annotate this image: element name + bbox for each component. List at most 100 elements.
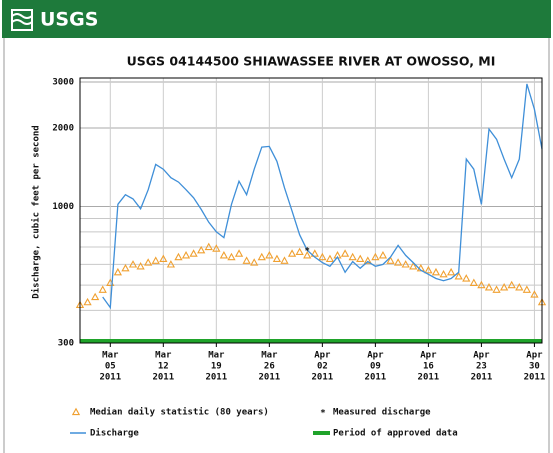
median-marker <box>91 292 100 301</box>
logo-waves <box>11 13 33 25</box>
x-tick-label: 12 <box>158 362 169 372</box>
median-marker <box>371 252 380 261</box>
x-tick-label: 16 <box>423 362 434 372</box>
median-marker <box>181 251 191 259</box>
y-axis-label: Discharge, cubic feet per second <box>31 125 42 298</box>
x-tick-label: 2011 <box>365 373 387 383</box>
median-marker <box>189 249 198 257</box>
median-marker <box>121 263 130 272</box>
median-marker <box>295 247 304 256</box>
median-marker <box>287 249 297 257</box>
legend-label: Measured discharge <box>333 407 431 418</box>
median-marker <box>257 252 266 261</box>
median-marker <box>234 249 244 257</box>
median-marker <box>318 252 327 261</box>
x-tick-label: 2011 <box>259 373 281 383</box>
median-marker <box>272 254 282 263</box>
x-tick-label: 26 <box>264 362 275 372</box>
chart-title: USGS 04144500 SHIAWASSEE RIVER AT OWOSSO… <box>127 54 496 69</box>
x-tick-label: 19 <box>211 362 222 372</box>
y-tick-label: 2000 <box>52 123 74 133</box>
median-marker <box>522 285 531 293</box>
median-marker <box>174 252 183 261</box>
median-marker <box>310 249 319 257</box>
median-marker <box>356 254 365 263</box>
median-marker <box>113 267 123 276</box>
median-marker <box>303 251 312 259</box>
median-marker <box>98 285 107 293</box>
median-marker <box>136 262 145 270</box>
median-marker <box>83 297 92 306</box>
median-marker <box>280 256 289 264</box>
x-tick-label: 09 <box>370 362 381 372</box>
x-tick-label: Apr <box>420 351 437 361</box>
median-marker <box>166 260 176 268</box>
x-tick-label: 05 <box>105 362 116 372</box>
median-marker <box>409 262 418 270</box>
x-tick-label: 23 <box>476 362 487 372</box>
x-tick-label: 2011 <box>152 373 174 383</box>
median-marker <box>348 252 357 261</box>
y-tick-label: 3000 <box>52 78 74 88</box>
median-marker <box>393 258 403 266</box>
x-tick-label: Mar <box>261 351 278 361</box>
median-marker <box>151 256 160 264</box>
discharge-line <box>102 83 543 310</box>
median-marker <box>431 267 441 276</box>
median-marker <box>325 254 335 263</box>
x-tick-label: 2011 <box>99 373 121 383</box>
median-marker <box>265 251 274 259</box>
logo: USGS <box>40 9 98 31</box>
median-marker <box>454 272 463 280</box>
y-tick-label: 300 <box>58 339 74 349</box>
median-marker <box>378 251 388 259</box>
x-tick-label: 2011 <box>312 373 334 383</box>
legend-label: Period of approved data <box>333 428 458 439</box>
median-marker <box>439 269 448 278</box>
median-marker <box>386 256 395 264</box>
legend-marker: * <box>320 409 325 419</box>
x-tick-label: 2011 <box>524 373 546 383</box>
median-marker <box>424 265 433 274</box>
legend-marker <box>71 407 81 416</box>
median-marker <box>144 258 153 266</box>
median-marker <box>469 278 478 286</box>
logo-icon <box>11 9 33 31</box>
legend-label: Discharge <box>90 428 139 439</box>
x-tick-label: 2011 <box>418 373 440 383</box>
median-marker <box>242 256 251 264</box>
x-tick-label: Mar <box>155 351 172 361</box>
median-marker <box>515 283 524 291</box>
x-tick-label: 2011 <box>471 373 493 383</box>
x-tick-label: 02 <box>317 362 328 372</box>
median-marker <box>250 258 259 266</box>
median-marker <box>499 283 509 291</box>
x-tick-label: Mar <box>208 351 225 361</box>
x-tick-label: 2011 <box>205 373 227 383</box>
x-tick-label: Mar <box>102 351 119 361</box>
median-marker <box>204 242 213 251</box>
median-marker <box>159 254 168 263</box>
x-tick-label: Apr <box>367 351 384 361</box>
median-marker <box>484 283 494 291</box>
median-marker <box>492 285 501 293</box>
median-marker <box>446 267 456 276</box>
x-tick-label: Apr <box>526 351 543 361</box>
legend-label: Median daily statistic (80 years) <box>90 407 269 418</box>
median-marker <box>128 260 138 268</box>
median-marker <box>363 256 372 264</box>
x-tick-label: 30 <box>529 362 540 372</box>
header-bar <box>2 0 551 38</box>
measured-marker: * <box>305 247 310 257</box>
median-marker <box>462 274 471 282</box>
median-marker <box>477 280 486 289</box>
median-marker <box>219 251 229 259</box>
x-tick-label: Apr <box>314 351 331 361</box>
median-marker <box>507 280 516 289</box>
median-marker <box>340 249 350 257</box>
median-marker <box>401 260 410 268</box>
median-marker <box>227 252 236 261</box>
x-tick-label: Apr <box>473 351 490 361</box>
